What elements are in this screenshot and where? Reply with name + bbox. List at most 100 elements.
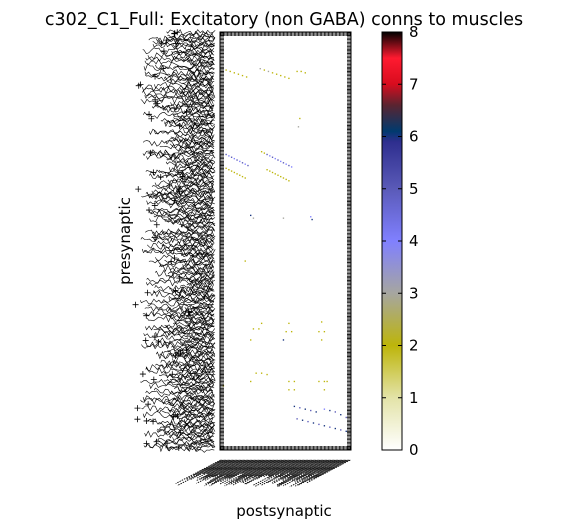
x-tick-label-scribble	[225, 459, 256, 476]
y-tick-label-scribble	[145, 55, 215, 63]
y-tick-label-scribble	[157, 205, 215, 214]
x-tick-label-scribble	[208, 459, 253, 484]
y-tick-label-scribble	[166, 156, 214, 164]
x-tick-label-scribble	[204, 459, 239, 479]
x-tick-label-scribble	[196, 459, 232, 479]
y-tick-label-scribble	[144, 92, 214, 100]
y-tick-label-scribble	[152, 308, 215, 317]
y-tick-label-scribble	[178, 419, 215, 428]
y-tick-label-scribble	[147, 207, 214, 215]
heatmap-cell	[293, 405, 296, 408]
y-tick-label-scribble	[167, 271, 215, 279]
x-tick-label-scribble	[289, 459, 342, 488]
heatmap-cell	[229, 70, 231, 73]
plot-frame	[219, 31, 352, 451]
x-tick-label-scribble	[214, 459, 247, 478]
x-tick-label-scribble	[308, 459, 337, 476]
y-tick-label-scribble	[173, 321, 215, 327]
heatmap-cell	[266, 169, 268, 171]
y-tick-label-scribble	[186, 334, 214, 343]
heatmap-cell	[244, 163, 246, 165]
x-tick-label-scribble	[254, 459, 286, 476]
y-tick-label-glyph	[150, 376, 157, 383]
y-tick-label-scribble	[154, 199, 214, 207]
x-tick-label-scribble	[295, 459, 339, 483]
y-tick-label-glyph	[183, 347, 190, 354]
x-tick-label-scribble	[308, 459, 348, 481]
x-tick-label-scribble	[226, 459, 264, 480]
x-tick-label-scribble	[287, 459, 324, 479]
y-tick-label-scribble	[139, 297, 215, 305]
heatmap-cell	[260, 372, 263, 374]
heatmap-cell	[236, 173, 238, 175]
x-tick-label-scribble	[224, 459, 271, 485]
heatmap-cell	[277, 174, 279, 176]
y-tick-label-scribble	[141, 405, 216, 413]
x-tick-label-scribble	[189, 459, 228, 481]
x-tick-label-scribble	[278, 459, 327, 486]
y-tick-label-glyph	[175, 444, 182, 451]
y-tick-label-scribble	[177, 298, 215, 306]
heatmap-cell	[282, 177, 285, 179]
heatmap-cell	[241, 162, 244, 164]
x-tick-label-scribble	[277, 459, 329, 487]
y-tick-label-glyph	[171, 197, 178, 204]
x-tick-label-scribble	[273, 459, 309, 479]
y-tick-label-glyph	[168, 258, 175, 265]
y-tick-label-glyph	[166, 182, 173, 189]
y-tick-label-scribble	[180, 224, 215, 232]
heatmap-cell	[277, 159, 279, 161]
x-tick-label-scribble	[313, 459, 350, 479]
y-tick-label-scribble	[159, 260, 214, 268]
x-tick-label-scribble	[199, 459, 238, 480]
y-tick-label-scribble	[177, 116, 215, 124]
heatmap-cell	[230, 156, 233, 158]
y-tick-label-scribble	[152, 41, 215, 50]
y-tick-label-scribble	[144, 305, 214, 314]
heatmap-cell	[340, 414, 342, 416]
y-tick-label-glyph	[150, 418, 157, 425]
x-tick-label-scribble	[267, 459, 311, 483]
y-tick-label-glyph	[152, 96, 159, 103]
y-tick-label-glyph	[163, 37, 170, 44]
heatmap-cell	[318, 380, 320, 383]
x-tick-label-scribble	[219, 459, 249, 476]
x-tick-label-scribble	[175, 459, 221, 484]
y-tick-label-glyph	[160, 48, 167, 55]
y-tick-label-glyph	[132, 301, 139, 308]
y-tick-label-glyph	[172, 40, 179, 47]
heatmap-cell	[260, 151, 263, 153]
x-tick-label-scribble	[305, 459, 351, 484]
heatmap-cell	[244, 260, 246, 262]
y-tick-label-scribble	[176, 171, 214, 180]
heatmap-cell	[271, 171, 274, 174]
y-tick-label-scribble	[175, 219, 215, 228]
y-tick-label-scribble	[171, 373, 216, 382]
y-tick-label-scribble	[168, 294, 216, 303]
x-tick-label-scribble	[304, 459, 331, 474]
x-tick-label-scribble	[177, 459, 227, 486]
y-tick-label-scribble	[145, 168, 215, 177]
y-tick-label-scribble	[172, 422, 215, 430]
y-tick-label-scribble	[172, 355, 214, 363]
x-tick-label-scribble	[268, 459, 301, 477]
heatmap-cell	[263, 69, 266, 71]
y-tick-label-scribble	[171, 344, 216, 352]
y-tick-label-glyph	[148, 115, 155, 122]
y-tick-label-scribble	[160, 359, 215, 368]
y-tick-label-scribble	[155, 254, 215, 263]
heatmap-cell	[241, 175, 244, 178]
x-tick-label-scribble	[205, 459, 251, 485]
y-tick-label-scribble	[157, 151, 214, 161]
y-tick-label-glyph	[152, 234, 159, 241]
y-tick-label-scribble	[185, 145, 215, 152]
y-tick-label-scribble	[161, 243, 214, 252]
y-tick-label-scribble	[173, 113, 216, 122]
y-tick-label-scribble	[172, 328, 215, 336]
heatmap-cell	[225, 153, 227, 156]
y-tick-label-scribble	[164, 217, 213, 225]
y-tick-label-scribble	[153, 127, 214, 135]
y-tick-label-scribble	[189, 263, 214, 270]
x-tick-label-scribble	[210, 459, 243, 478]
